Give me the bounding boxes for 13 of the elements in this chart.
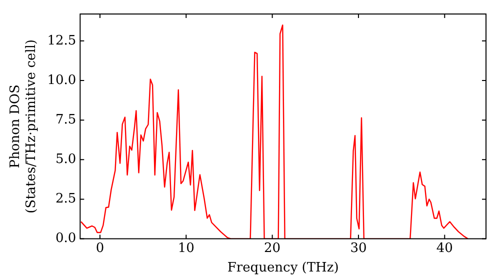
- y-tick-label: 5.0: [55, 152, 76, 168]
- y-tick-label: 10.0: [47, 72, 76, 88]
- y-tick-label: 12.5: [47, 33, 76, 48]
- x-tick-label: 0: [96, 240, 104, 256]
- y-tick-label: 0.0: [55, 231, 76, 246]
- y-tick-label: 2.5: [55, 192, 76, 207]
- y-tick-label: 7.5: [55, 112, 76, 128]
- y-axis-title: Phonon DOS (States/THz·primitive cell): [8, 39, 39, 214]
- x-tick-label: 10: [178, 240, 194, 256]
- x-tick-label: 20: [264, 240, 281, 256]
- x-axis-title: Frequency (THz): [227, 260, 339, 276]
- x-tick-label: 30: [350, 240, 367, 256]
- x-tick-label: 40: [436, 240, 453, 256]
